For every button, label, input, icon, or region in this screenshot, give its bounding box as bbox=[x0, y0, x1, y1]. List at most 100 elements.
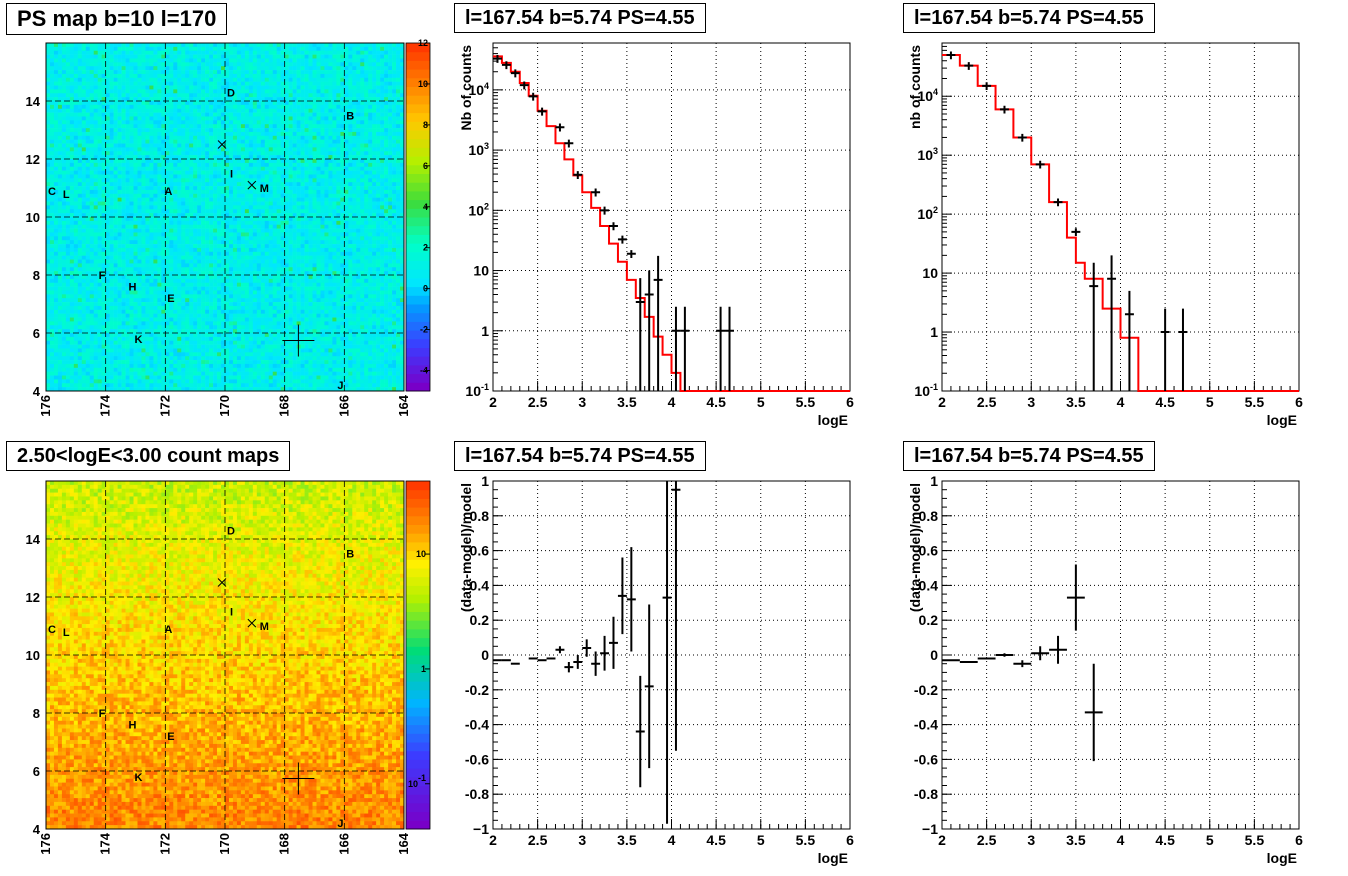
heat-cell bbox=[85, 217, 91, 222]
heat-cell bbox=[209, 251, 214, 256]
heat-cell bbox=[129, 217, 134, 222]
heat-cell bbox=[177, 305, 182, 311]
heat-cell bbox=[73, 139, 79, 144]
heat-cell bbox=[260, 174, 266, 179]
heat-cell bbox=[201, 217, 206, 222]
heat-cell bbox=[46, 178, 51, 183]
heat-cell bbox=[89, 290, 95, 295]
heat-cell bbox=[181, 101, 186, 106]
heat-cell bbox=[85, 135, 91, 140]
heat-cell bbox=[228, 375, 234, 380]
heat-cell bbox=[217, 220, 222, 226]
heat-cell bbox=[173, 360, 178, 365]
heat-cell bbox=[169, 62, 174, 67]
heat-cell bbox=[85, 124, 91, 129]
heat-cell bbox=[244, 255, 250, 260]
heat-cell bbox=[197, 151, 202, 156]
heat-cell bbox=[217, 73, 222, 79]
heat-cell bbox=[125, 263, 130, 268]
heat-cell bbox=[161, 278, 166, 284]
heat-cell bbox=[81, 143, 87, 148]
heat-cell bbox=[157, 321, 162, 326]
heat-cell bbox=[236, 352, 242, 357]
heat-cell bbox=[129, 259, 134, 264]
heat-cell bbox=[173, 54, 178, 59]
heat-cell bbox=[65, 77, 71, 82]
heat-cell bbox=[109, 155, 114, 160]
heat-cell bbox=[113, 259, 118, 264]
heat-cell bbox=[236, 329, 242, 334]
heat-cell bbox=[193, 286, 198, 291]
heat-cell bbox=[121, 58, 126, 63]
heat-cell bbox=[205, 263, 210, 268]
heat-cell bbox=[145, 104, 150, 110]
heat-cell bbox=[236, 81, 242, 86]
heat-cell bbox=[105, 321, 110, 326]
heat-cell bbox=[57, 375, 63, 380]
heat-cell bbox=[89, 66, 95, 71]
heat-cell bbox=[145, 128, 150, 133]
heat-cell bbox=[169, 371, 174, 376]
heat-cell bbox=[121, 193, 126, 198]
heat-cell bbox=[141, 275, 146, 280]
heat-cell bbox=[244, 135, 250, 140]
heat-cell bbox=[169, 263, 174, 268]
heat-cell bbox=[133, 278, 138, 284]
heat-cell bbox=[105, 313, 110, 318]
heat-cell bbox=[113, 43, 118, 48]
heat-cell bbox=[137, 298, 142, 303]
heat-cell bbox=[65, 344, 71, 349]
heat-cell bbox=[189, 379, 194, 384]
heat-cell bbox=[69, 143, 75, 148]
heat-cell bbox=[97, 120, 102, 125]
heat-cell bbox=[264, 43, 270, 48]
heat-cell bbox=[77, 271, 83, 276]
heat-cell bbox=[232, 81, 238, 86]
heat-cell bbox=[53, 263, 59, 268]
heat-cell bbox=[69, 228, 75, 233]
heat-cell bbox=[97, 255, 102, 260]
heat-cell bbox=[69, 232, 75, 237]
heat-cell bbox=[101, 85, 106, 90]
heat-cell bbox=[236, 124, 242, 129]
heat-cell bbox=[240, 209, 246, 214]
heat-cell bbox=[137, 101, 142, 106]
heat-cell bbox=[61, 89, 67, 94]
heat-cell bbox=[221, 81, 226, 86]
heat-cell bbox=[85, 143, 91, 148]
heat-cell bbox=[201, 89, 206, 94]
heat-cell bbox=[189, 85, 194, 90]
heat-cell bbox=[85, 267, 91, 272]
heat-cell bbox=[97, 220, 102, 226]
heat-cell bbox=[101, 224, 106, 229]
heat-cell bbox=[49, 371, 55, 376]
heat-cell bbox=[153, 93, 158, 98]
heat-cell bbox=[61, 251, 67, 256]
heat-cell bbox=[117, 317, 122, 322]
heat-cell bbox=[49, 147, 55, 152]
heat-cell bbox=[109, 228, 114, 233]
heat-cell bbox=[244, 205, 250, 210]
heat-cell bbox=[145, 85, 150, 90]
heat-cell bbox=[65, 240, 71, 245]
heat-cell bbox=[89, 139, 95, 144]
heat-cell bbox=[65, 333, 71, 338]
heat-cell bbox=[109, 213, 114, 218]
heat-cell bbox=[133, 205, 138, 210]
heat-cell bbox=[113, 224, 118, 229]
heat-cell bbox=[221, 305, 226, 311]
heat-cell bbox=[232, 213, 238, 218]
heat-cell bbox=[248, 379, 254, 384]
heat-cell bbox=[201, 135, 206, 140]
heat-cell bbox=[46, 62, 51, 67]
heat-cell bbox=[240, 116, 246, 121]
heat-cell bbox=[89, 205, 95, 210]
heat-cell bbox=[89, 143, 95, 148]
heat-cell bbox=[85, 224, 91, 229]
heat-cell bbox=[205, 93, 210, 98]
heat-cell bbox=[157, 186, 162, 191]
heat-cell bbox=[85, 367, 91, 372]
heat-cell bbox=[213, 101, 218, 106]
heat-cell bbox=[240, 151, 246, 156]
heat-cell bbox=[53, 85, 59, 90]
